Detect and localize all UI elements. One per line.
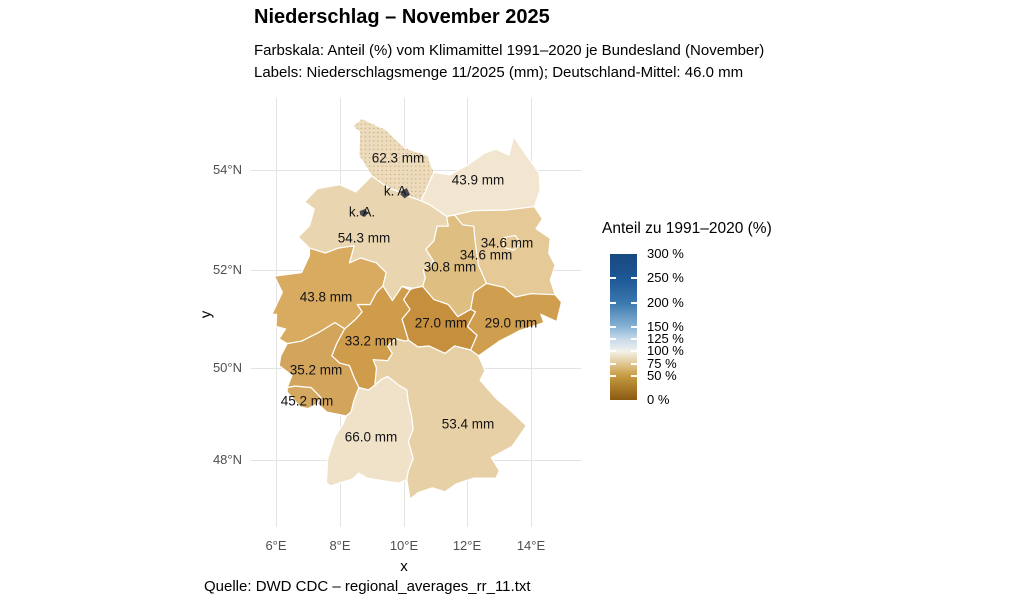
subtitle-line-1: Farbskala: Anteil (%) vom Klimamittel 19… (254, 42, 765, 59)
page-title: Niederschlag – November 2025 (254, 6, 550, 28)
legend-tick-mark (631, 301, 637, 304)
legend-tick-mark (610, 338, 616, 341)
legend-tick-mark (610, 326, 616, 328)
state-label-NW: 43.8 mm (300, 290, 353, 305)
x-axis-title: x (400, 558, 408, 575)
state-BE (502, 234, 522, 251)
x-tick-12e: 12°E (452, 538, 482, 553)
legend-colorbar (610, 254, 637, 400)
legend-tick-mark (631, 362, 637, 365)
state-label-BE: 34.6 mm (481, 236, 534, 251)
state-label-BY: 53.4 mm (442, 417, 495, 432)
legend-tick-label-200: 200 % (647, 294, 684, 310)
legend-tick-label-0: 0 % (647, 392, 670, 407)
state-label-BW: 66.0 mm (345, 430, 398, 445)
state-SH-dots (352, 118, 434, 201)
state-RP (278, 322, 360, 417)
state-label-HE: 33.2 mm (345, 334, 398, 349)
legend-tick-label-300: 300 % (647, 246, 684, 261)
x-tick-10e: 10°E (389, 538, 419, 553)
state-NW (271, 245, 387, 345)
x-tick-6e: 6°E (265, 538, 287, 553)
legend-tick-mark (610, 362, 616, 365)
y-axis-title: y (197, 310, 215, 319)
state-label-HB: k. A. (349, 205, 375, 220)
source-caption: Quelle: DWD CDC – regional_averages_rr_1… (204, 578, 531, 595)
legend-tick-mark (610, 301, 616, 304)
state-label-ST: 30.8 mm (424, 260, 477, 275)
x-tick-8e: 8°E (329, 538, 351, 553)
y-tick-50n: 50°N (212, 360, 242, 375)
legend-tick-label-75: 75 % (647, 355, 677, 371)
y-tick-54n: 54°N (212, 162, 242, 177)
legend-tick-mark (631, 374, 637, 377)
state-label-SH: 62.3 mm (372, 151, 425, 166)
state-label-MV: 43.9 mm (452, 173, 505, 188)
legend-tick-label-50: 50 % (647, 367, 677, 383)
state-BB (454, 206, 556, 298)
legend-tick-mark (631, 277, 637, 280)
legend-tick-mark (610, 374, 616, 377)
legend-tick-mark (631, 338, 637, 341)
state-label-HH: k. A. (384, 184, 410, 199)
legend-tick-mark (631, 350, 637, 353)
legend-tick-mark (631, 326, 637, 328)
state-marker-HB (359, 209, 369, 217)
state-label-SL: 45.2 mm (281, 394, 334, 409)
legend-tick-label-100: 100 % (647, 343, 684, 359)
state-BY (372, 338, 527, 500)
plot-panel: 62.3 mm 43.9 mm 54.3 mm 30.8 mm 34.6 mm 34.6 … (251, 98, 581, 527)
state-SL (286, 385, 322, 410)
y-tick-52n: 52°N (212, 262, 242, 277)
legend-title: Anteil zu 1991–2020 (%) (602, 220, 772, 237)
legend-tick-label-250: 250 % (647, 270, 684, 286)
state-label-SN: 29.0 mm (485, 316, 538, 331)
state-label-TH: 27.0 mm (415, 316, 468, 331)
state-label-BB: 34.6 mm (460, 248, 513, 263)
subtitle-line-2: Labels: Niederschlagsmenge 11/2025 (mm);… (254, 64, 744, 81)
x-tick-14e: 14°E (516, 538, 546, 553)
state-label-RP: 35.2 mm (290, 363, 343, 378)
legend-tick-label-150: 150 % (647, 319, 684, 334)
legend-tick-mark (610, 277, 616, 280)
state-marker-HH (400, 188, 410, 199)
legend-tick-mark (610, 350, 616, 353)
y-tick-48n: 48°N (212, 452, 242, 467)
legend-tick-label-125: 125 % (647, 331, 684, 347)
state-label-NI: 54.3 mm (338, 231, 391, 246)
